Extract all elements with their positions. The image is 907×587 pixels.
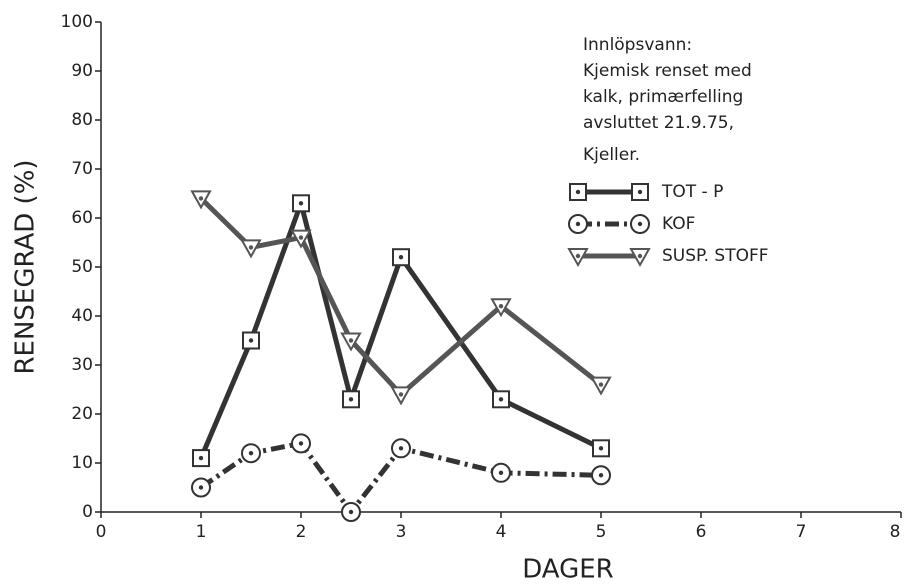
y-tick-label: 0 <box>82 502 93 522</box>
legend-label: TOT - P <box>661 182 723 202</box>
legend-label: KOF <box>662 214 695 234</box>
annotation: Kjemisk renset med <box>583 61 752 81</box>
y-tick-label: 50 <box>71 257 93 277</box>
y-tick-label: 60 <box>71 208 93 228</box>
marker-dot <box>498 470 504 475</box>
marker-dot <box>198 196 204 201</box>
series-line <box>199 196 603 397</box>
marker-dot <box>637 253 643 259</box>
marker-dot <box>348 338 354 343</box>
marker-dot <box>298 235 304 240</box>
marker-dot <box>298 441 304 446</box>
x-tick-label: 2 <box>296 522 307 542</box>
y-tick-label: 70 <box>71 159 93 179</box>
marker-dot <box>575 253 581 259</box>
x-tick-label: 0 <box>96 522 107 542</box>
x-tick-label: 4 <box>496 522 507 542</box>
y-tick-label: 20 <box>71 404 93 424</box>
annotation: Innlöpsvann: <box>583 35 692 55</box>
y-tick-label: 10 <box>71 453 93 473</box>
marker-dot <box>498 304 504 309</box>
marker-dot <box>598 446 604 451</box>
marker-dot <box>248 451 254 456</box>
marker-dot <box>398 255 404 260</box>
annotation: kalk, primærfelling <box>583 87 743 107</box>
x-tick-label: 5 <box>596 522 607 542</box>
marker-dot <box>298 201 304 206</box>
y-tick-label: 100 <box>61 12 93 32</box>
y-tick-label: 90 <box>71 61 93 81</box>
y-tick-label: 30 <box>71 355 93 375</box>
x-tick-label: 7 <box>796 522 807 542</box>
marker-dot <box>248 338 254 343</box>
marker-dot <box>575 189 581 195</box>
annotation: avsluttet 21.9.75, <box>583 113 734 133</box>
marker-dot <box>398 392 404 397</box>
marker-dot <box>248 245 254 250</box>
marker-dot <box>637 221 643 227</box>
marker-dot <box>398 446 404 451</box>
series-line <box>198 200 603 460</box>
x-tick-label: 3 <box>396 522 407 542</box>
marker-dot <box>575 221 581 227</box>
x-tick-label: 1 <box>196 522 207 542</box>
marker-dot <box>598 382 604 387</box>
marker-dot <box>598 473 604 478</box>
marker-dot <box>637 189 643 195</box>
y-tick-label: 40 <box>71 306 93 326</box>
y-tick-label: 80 <box>71 110 93 130</box>
marker-dot <box>198 485 204 490</box>
marker-dot <box>348 397 354 402</box>
legend-label: SUSP. STOFF <box>662 246 769 266</box>
annotation: Kjeller. <box>583 145 640 165</box>
marker-dot <box>348 509 354 515</box>
marker-dot <box>198 455 204 461</box>
y-axis-label: RENSEGRAD (%) <box>11 159 41 374</box>
x-axis-label: DAGER <box>522 555 614 585</box>
marker-dot <box>498 397 504 402</box>
x-tick-label: 8 <box>890 522 901 542</box>
x-tick-label: 6 <box>696 522 707 542</box>
